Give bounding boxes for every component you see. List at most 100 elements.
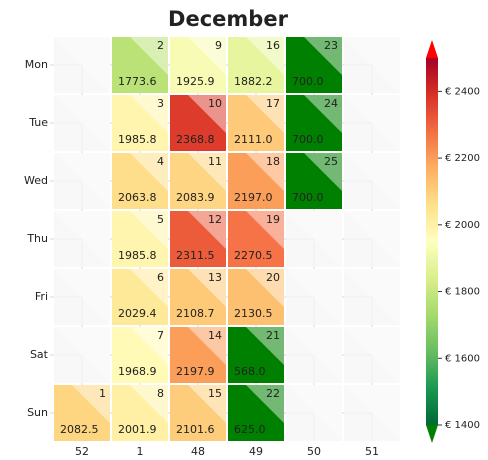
cell-corner [130, 153, 168, 191]
cell-corner [188, 327, 226, 365]
day-label: 13 [208, 271, 222, 284]
value-label: 700.0 [292, 75, 324, 88]
day-label: 14 [208, 329, 222, 342]
value-label: 1773.6 [118, 75, 157, 88]
empty-cell-corner [344, 95, 400, 151]
day-label: 15 [208, 387, 222, 400]
cell-corner [246, 37, 284, 75]
value-label: 2063.8 [118, 191, 157, 204]
day-label: 21 [266, 329, 280, 342]
day-label: 6 [157, 271, 164, 284]
x-tick-label: 51 [365, 445, 379, 458]
day-label: 4 [157, 155, 164, 168]
empty-cell-corner [286, 211, 342, 267]
value-label: 2311.5 [176, 249, 215, 262]
value-label: 1985.8 [118, 249, 157, 262]
cell-corner [188, 211, 226, 249]
value-label: 2108.7 [176, 307, 215, 320]
chart-title: December [168, 7, 289, 31]
cell-corner [188, 95, 226, 133]
value-label: 1882.2 [234, 75, 273, 88]
y-tick-label: Tue [28, 116, 48, 129]
value-label: 700.0 [292, 191, 324, 204]
colorbar [426, 58, 438, 425]
colorbar-tick-label: € 1400 [445, 420, 480, 431]
empty-cell-corner [54, 327, 110, 383]
x-tick-label: 50 [307, 445, 321, 458]
value-label: 568.0 [234, 365, 266, 378]
day-label: 18 [266, 155, 280, 168]
day-label: 2 [157, 39, 164, 52]
empty-cell-corner [54, 211, 110, 267]
value-label: 1985.8 [118, 133, 157, 146]
day-label: 16 [266, 39, 280, 52]
day-label: 8 [157, 387, 164, 400]
value-label: 2083.9 [176, 191, 215, 204]
colorbar-tick-label: € 1800 [445, 287, 480, 298]
empty-cell-corner [54, 153, 110, 209]
cell-corner [130, 211, 168, 249]
value-label: 700.0 [292, 133, 324, 146]
cell-corner [188, 153, 226, 191]
cell-corner [246, 385, 284, 423]
cell-corner [304, 153, 342, 191]
y-tick-label: Thu [26, 232, 48, 245]
colorbar-over [426, 40, 438, 58]
empty-cell-corner [54, 269, 110, 325]
cell-corner [246, 211, 284, 249]
colorbar-under [426, 425, 438, 443]
cell-corner [304, 37, 342, 75]
day-label: 5 [157, 213, 164, 226]
empty-cell-corner [344, 327, 400, 383]
empty-cell-corner [54, 95, 110, 151]
day-label: 9 [215, 39, 222, 52]
colorbar-tick-label: € 2000 [445, 220, 480, 231]
day-label: 1 [99, 387, 106, 400]
colorbar-tick-label: € 2400 [445, 86, 480, 97]
x-tick-label: 49 [249, 445, 263, 458]
cell-corner [130, 385, 168, 423]
day-label: 22 [266, 387, 280, 400]
colorbar-tick-label: € 2200 [445, 153, 480, 164]
value-label: 2368.8 [176, 133, 215, 146]
y-tick-label: Sun [27, 406, 48, 419]
y-tick-label: Fri [35, 290, 48, 303]
value-label: 1968.9 [118, 365, 157, 378]
day-label: 20 [266, 271, 280, 284]
value-label: 2270.5 [234, 249, 273, 262]
x-tick-label: 52 [75, 445, 89, 458]
day-label: 23 [324, 39, 338, 52]
y-tick-label: Wed [24, 174, 48, 187]
cell-corner [130, 37, 168, 75]
empty-cell-corner [286, 385, 342, 441]
y-tick-label: Sat [30, 348, 49, 361]
value-label: 2001.9 [118, 423, 157, 436]
empty-cell-corner [54, 37, 110, 93]
day-label: 17 [266, 97, 280, 110]
empty-cell-corner [344, 153, 400, 209]
cell-corner [188, 37, 226, 75]
cell-corner [188, 385, 226, 423]
colorbar-tick-label: € 1600 [445, 353, 480, 364]
empty-cell-corner [344, 211, 400, 267]
empty-cell-corner [286, 269, 342, 325]
day-label: 7 [157, 329, 164, 342]
value-label: 2029.4 [118, 307, 157, 320]
value-label: 2197.9 [176, 365, 215, 378]
empty-cell-corner [344, 269, 400, 325]
x-tick-label: 1 [137, 445, 144, 458]
value-label: 2082.5 [60, 423, 99, 436]
cell-corner [130, 95, 168, 133]
cell-corner [246, 327, 284, 365]
value-label: 2111.0 [234, 133, 273, 146]
value-label: 2197.0 [234, 191, 273, 204]
day-label: 3 [157, 97, 164, 110]
day-label: 11 [208, 155, 222, 168]
cell-corner [130, 327, 168, 365]
day-label: 12 [208, 213, 222, 226]
value-label: 625.0 [234, 423, 266, 436]
empty-cell-corner [286, 327, 342, 383]
value-label: 2130.5 [234, 307, 273, 320]
cell-corner [130, 269, 168, 307]
